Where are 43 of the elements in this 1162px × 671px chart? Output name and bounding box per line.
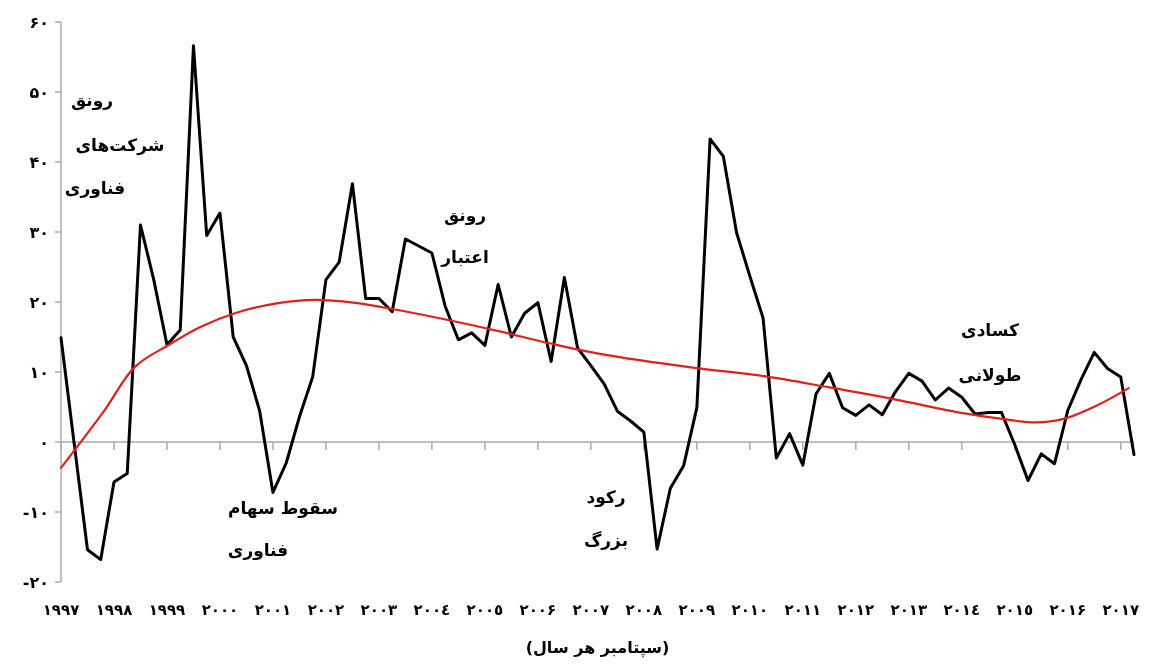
y-tick-label: ۵۰ <box>29 82 49 102</box>
x-tick-label: ۲۰۱۶ <box>1049 601 1087 619</box>
annotation: رونق <box>443 204 487 226</box>
y-tick-label: ۲۰ <box>29 292 49 312</box>
x-tick-label: ۲۰۰٥ <box>466 601 504 619</box>
annotation: فناوری <box>227 539 289 561</box>
x-tick-label: ۲۰۱٤ <box>943 601 981 619</box>
x-tick-label: ۲۰۰۲ <box>307 601 345 619</box>
annotation: رکود <box>586 486 626 508</box>
x-tick-label: ۲۰۰۸ <box>625 601 663 619</box>
x-tick-label: ۲۰۰۷ <box>572 601 610 619</box>
line-series <box>59 298 1130 469</box>
x-tick-label: ۲۰۱۲ <box>837 601 875 619</box>
x-tick-label: ۲۰۰۱ <box>254 601 292 619</box>
y-tick-label: ۰ <box>39 432 49 452</box>
y-tick-label: -۲۰ <box>22 572 49 592</box>
x-tick-label: ۲۰۱٥ <box>996 601 1034 619</box>
x-tick-label: ۲۰۱۱ <box>784 601 822 619</box>
annotation: فناوری <box>64 177 126 199</box>
x-tick-label: ۱۹۹۸ <box>95 601 133 619</box>
x-tick-label: ۲۰۰۹ <box>678 601 716 619</box>
x-tick-label: ۲۰۱۷ <box>1102 601 1140 619</box>
x-axis-title: (سپتامبر هر سال) <box>525 638 670 658</box>
x-tick-label: ۱۹۹۹ <box>148 601 186 619</box>
annotation: بزرگ <box>583 529 629 551</box>
x-tick-label: ۱۹۹۷ <box>42 601 80 619</box>
annotation: طولانی <box>958 364 1022 386</box>
y-tick-label: ۳۰ <box>29 222 49 242</box>
y-tick-label: -۱۰ <box>22 502 49 522</box>
annotation: رونق <box>70 89 114 111</box>
x-tick-label: ۲۰۰۰ <box>201 601 239 619</box>
annotation: سقوط سهام <box>228 497 338 519</box>
annotation: اعتبار <box>440 246 489 267</box>
y-tick-label: ۴۰ <box>29 152 49 172</box>
x-tick-label: ۲۰۰۶ <box>519 601 557 619</box>
y-tick-label: ۶۰ <box>29 12 49 32</box>
x-tick-label: ۲۰۰٤ <box>413 601 451 619</box>
annotation: شرکت‌های <box>75 134 165 156</box>
x-tick-label: ۲۰۱۰ <box>731 601 769 619</box>
x-tick-label: ۲۰۱۳ <box>890 601 928 619</box>
y-tick-label: ۱۰ <box>29 362 49 382</box>
annotation: کسادی <box>961 319 1020 340</box>
x-tick-label: ۲۰۰۳ <box>360 601 398 619</box>
